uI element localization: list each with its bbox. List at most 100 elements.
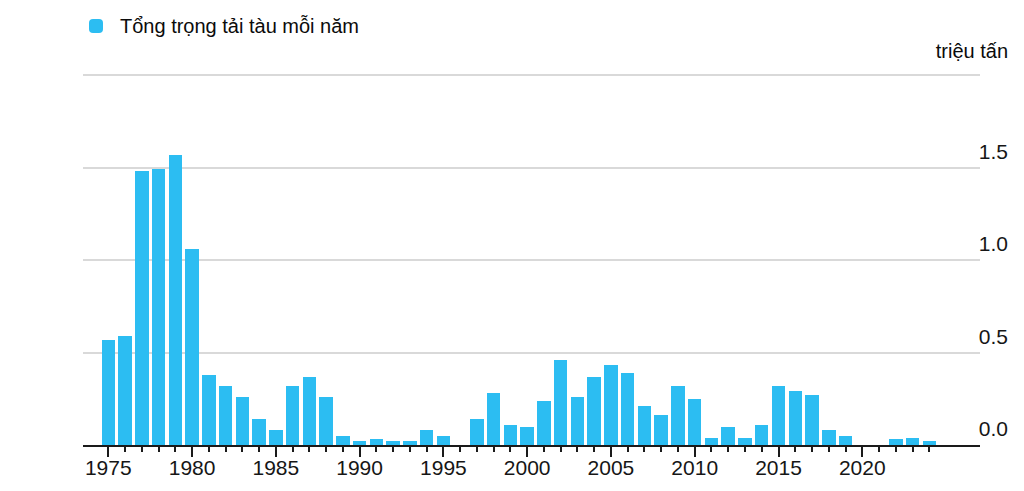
bar-2003 (571, 397, 585, 445)
minor-tick-mark (811, 447, 813, 452)
minor-tick-mark (912, 447, 914, 452)
bar-2023 (906, 438, 920, 445)
minor-tick-mark (493, 447, 495, 452)
minor-tick-mark (593, 447, 595, 452)
minor-tick-mark (392, 447, 394, 452)
x-axis-label: 1985 (234, 457, 318, 479)
bar-2002 (554, 360, 568, 445)
bar-1988 (319, 397, 333, 445)
bar-1992 (386, 441, 400, 445)
bar-2013 (738, 438, 752, 445)
minor-tick-mark (476, 447, 478, 452)
minor-tick-mark (141, 447, 143, 452)
minor-tick-mark (225, 447, 227, 452)
minor-tick-mark (928, 447, 930, 452)
unit-label: triệu tấn (936, 40, 1008, 62)
bar-1994 (420, 430, 434, 445)
minor-tick-mark (627, 447, 629, 452)
x-axis-label: 1995 (401, 457, 485, 479)
bar-1984 (252, 419, 266, 445)
legend: Tổng trọng tải tàu mỗi năm (89, 15, 359, 37)
x-axis-label: 2020 (820, 457, 904, 479)
minor-tick-mark (174, 447, 176, 452)
bar-2017 (805, 395, 819, 445)
minor-tick-mark (543, 447, 545, 452)
bar-2000 (520, 427, 534, 446)
tonnage-bar-chart: Tổng trọng tải tàu mỗi năm triệu tấn 0.0… (0, 0, 1024, 491)
minor-tick-mark (727, 447, 729, 452)
bar-2024 (923, 441, 937, 445)
minor-tick-mark (660, 447, 662, 452)
x-axis-label: 2005 (569, 457, 653, 479)
bar-1999 (504, 425, 518, 445)
gridline (83, 74, 980, 76)
bar-2022 (889, 439, 903, 445)
gridline (83, 352, 980, 354)
x-axis-label: 1975 (66, 457, 150, 479)
bar-1977 (135, 171, 149, 445)
bar-2019 (839, 436, 853, 445)
bar-2018 (822, 430, 836, 445)
minor-tick-mark (878, 447, 880, 452)
legend-label: Tổng trọng tải tàu mỗi năm (120, 15, 359, 37)
minor-tick-mark (292, 447, 294, 452)
bar-1978 (152, 169, 166, 445)
bar-2005 (604, 365, 618, 445)
minor-tick-mark (409, 447, 411, 452)
y-axis-label: 0.0 (979, 418, 1008, 440)
minor-tick-mark (895, 447, 897, 452)
minor-tick-mark (241, 447, 243, 452)
minor-tick-mark (459, 447, 461, 452)
bar-1975 (102, 340, 116, 445)
x-axis-label: 1980 (150, 457, 234, 479)
minor-tick-mark (643, 447, 645, 452)
minor-tick-mark (342, 447, 344, 452)
minor-tick-mark (710, 447, 712, 452)
bar-1990 (353, 441, 367, 445)
bar-2001 (537, 401, 551, 445)
minor-tick-mark (124, 447, 126, 452)
bar-1991 (370, 439, 384, 445)
minor-tick-mark (576, 447, 578, 452)
y-axis-label: 0.5 (979, 326, 1008, 348)
minor-tick-mark (744, 447, 746, 452)
bar-2014 (755, 425, 769, 445)
bar-1982 (219, 386, 233, 445)
y-axis-label: 1.0 (979, 233, 1008, 255)
minor-tick-mark (325, 447, 327, 452)
gridline (83, 167, 980, 169)
bar-1985 (269, 430, 283, 445)
bar-2009 (671, 386, 685, 445)
bar-2004 (587, 377, 601, 445)
minor-tick-mark (426, 447, 428, 452)
legend-swatch (89, 19, 103, 33)
bar-1983 (236, 397, 250, 445)
minor-tick-mark (794, 447, 796, 452)
minor-tick-mark (560, 447, 562, 452)
bar-2008 (654, 415, 668, 445)
x-axis-label: 2010 (653, 457, 737, 479)
bar-1986 (286, 386, 300, 445)
bar-2006 (621, 373, 635, 445)
x-axis-label: 1990 (318, 457, 402, 479)
minor-tick-mark (258, 447, 260, 452)
minor-tick-mark (828, 447, 830, 452)
y-axis-label: 1.5 (979, 141, 1008, 163)
bar-1987 (303, 377, 317, 445)
x-axis-label: 2015 (737, 457, 821, 479)
bar-2007 (638, 406, 652, 445)
minor-tick-mark (208, 447, 210, 452)
bar-1997 (470, 419, 484, 445)
bar-1995 (437, 436, 451, 445)
minor-tick-mark (509, 447, 511, 452)
minor-tick-mark (845, 447, 847, 452)
x-axis-label: 2000 (485, 457, 569, 479)
bar-2011 (705, 438, 719, 445)
gridline (83, 259, 980, 261)
bar-1981 (202, 375, 216, 445)
bar-1998 (487, 393, 501, 445)
minor-tick-mark (375, 447, 377, 452)
bar-1979 (169, 155, 183, 445)
minor-tick-mark (677, 447, 679, 452)
bar-2015 (772, 386, 786, 445)
